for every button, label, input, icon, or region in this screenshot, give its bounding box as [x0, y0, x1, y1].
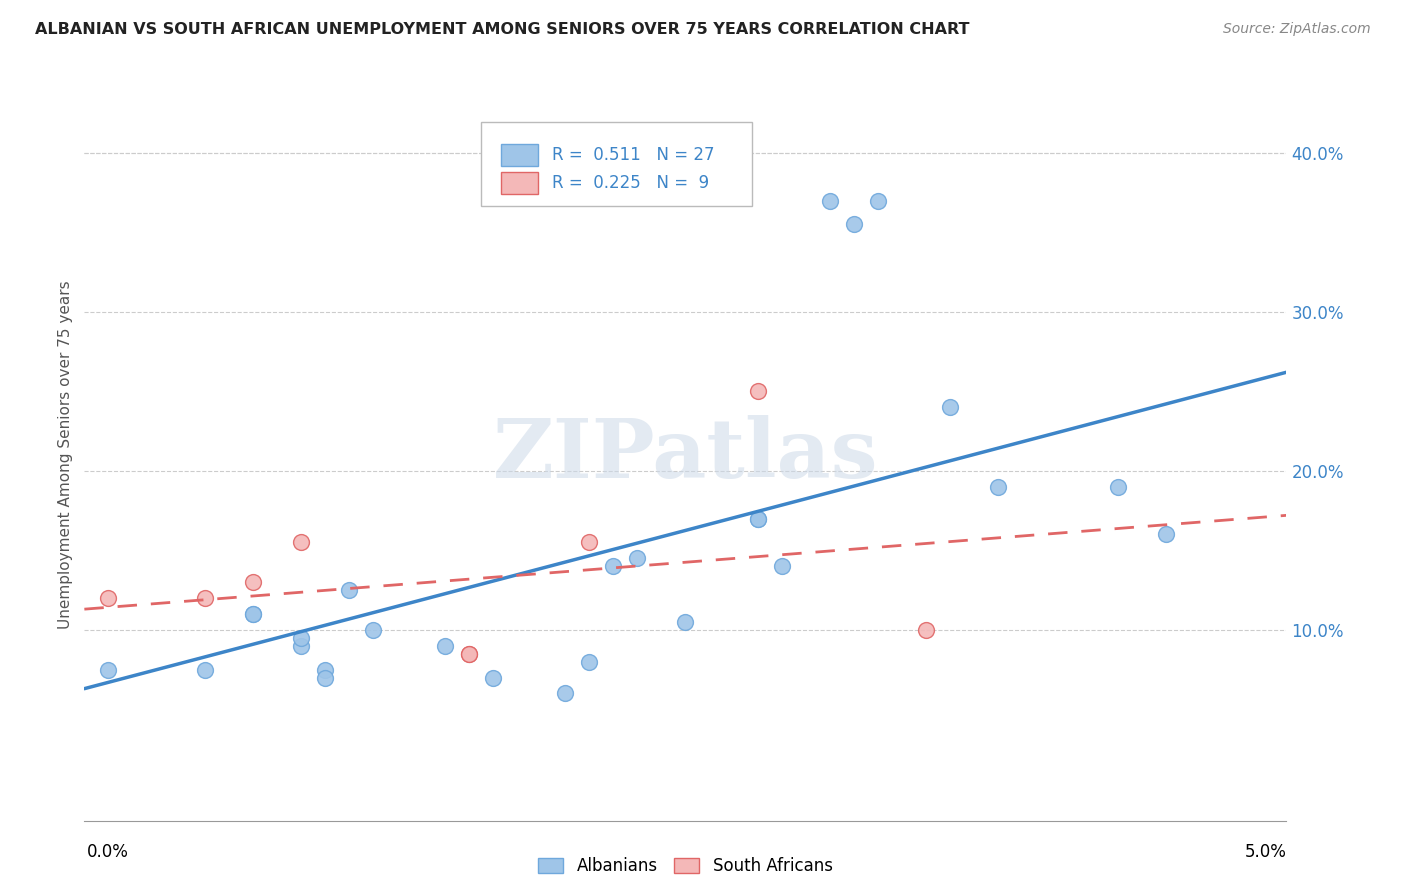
Point: [242, 575, 264, 590]
Text: R =  0.511   N = 27: R = 0.511 N = 27: [553, 146, 714, 164]
Point: [97, 663, 120, 677]
Point: [578, 535, 600, 549]
Point: [866, 194, 889, 208]
Point: [939, 401, 962, 415]
Point: [290, 631, 312, 645]
Point: [1107, 480, 1129, 494]
Point: [314, 671, 336, 685]
Point: [314, 663, 336, 677]
FancyBboxPatch shape: [481, 122, 752, 206]
Point: [987, 480, 1010, 494]
Point: [337, 583, 360, 598]
Point: [842, 218, 865, 232]
Point: [1156, 527, 1178, 541]
Point: [482, 671, 505, 685]
Text: ALBANIAN VS SOUTH AFRICAN UNEMPLOYMENT AMONG SENIORS OVER 75 YEARS CORRELATION C: ALBANIAN VS SOUTH AFRICAN UNEMPLOYMENT A…: [35, 22, 970, 37]
Point: [554, 686, 576, 700]
Y-axis label: Unemployment Among Seniors over 75 years: Unemployment Among Seniors over 75 years: [58, 281, 73, 629]
Point: [242, 607, 264, 621]
Point: [361, 623, 384, 637]
Point: [194, 591, 217, 605]
Text: 0.0%: 0.0%: [87, 843, 129, 861]
Text: Source: ZipAtlas.com: Source: ZipAtlas.com: [1223, 22, 1371, 37]
Text: 5.0%: 5.0%: [1244, 843, 1286, 861]
FancyBboxPatch shape: [502, 144, 537, 166]
Point: [290, 639, 312, 653]
FancyBboxPatch shape: [502, 172, 537, 194]
Text: R =  0.225   N =  9: R = 0.225 N = 9: [553, 174, 709, 193]
Point: [458, 647, 481, 661]
Point: [97, 591, 120, 605]
Text: ZIPatlas: ZIPatlas: [492, 415, 879, 495]
Point: [290, 535, 312, 549]
Point: [458, 647, 481, 661]
Legend: Albanians, South Africans: Albanians, South Africans: [531, 850, 839, 882]
Point: [675, 615, 697, 629]
Point: [578, 655, 600, 669]
Point: [242, 607, 264, 621]
Point: [747, 511, 769, 525]
Point: [194, 663, 217, 677]
Point: [747, 384, 769, 399]
Point: [818, 194, 841, 208]
Point: [747, 511, 769, 525]
Point: [626, 551, 648, 566]
Point: [434, 639, 457, 653]
Point: [602, 559, 624, 574]
Point: [915, 623, 938, 637]
Point: [770, 559, 793, 574]
